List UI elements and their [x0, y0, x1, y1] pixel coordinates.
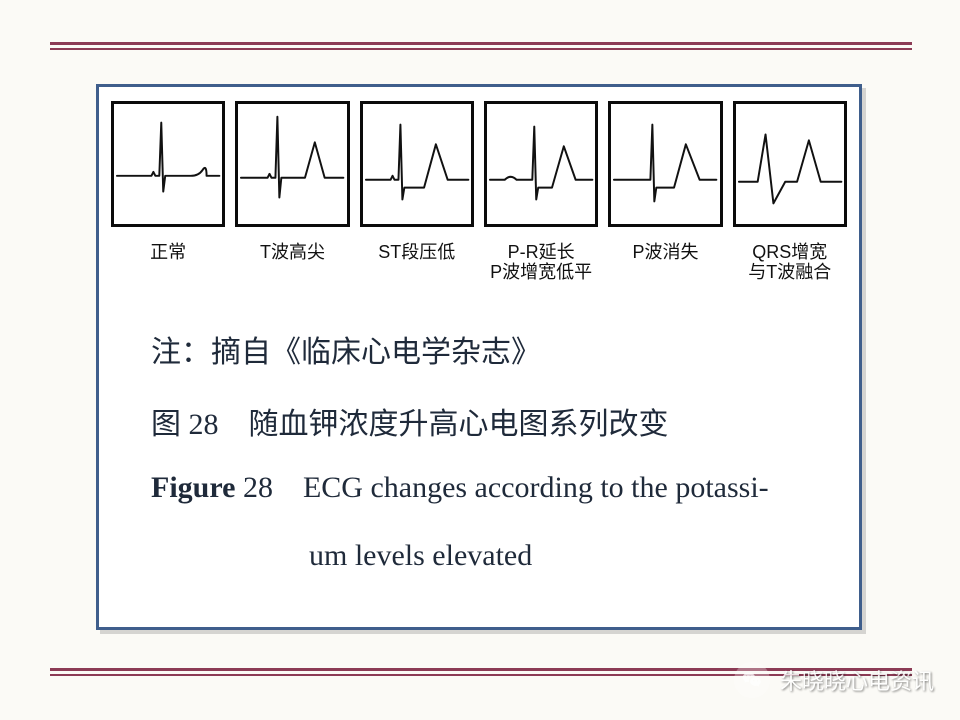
ecg-trace [363, 104, 471, 224]
panel-label: T波高尖 [260, 242, 325, 262]
ecg-trace [611, 104, 719, 224]
figure-source-note: 注：摘自《临床心电学杂志》 [151, 327, 541, 371]
watermark: 朱晓晓心电资讯 [734, 662, 934, 698]
panel-stdep: ST段压低 [360, 101, 474, 227]
panel-normal: 正常 [111, 101, 225, 227]
caption-en-text-1: ECG changes according to the potassi- [303, 471, 769, 504]
wechat-icon [734, 662, 770, 698]
panel-label: P波消失 [632, 242, 698, 262]
ecg-trace [487, 104, 595, 224]
ecg-trace [238, 104, 346, 224]
caption-cn-number: 28 [189, 408, 219, 441]
panel-pr-pwide: P-R延长 P波增宽低平 [484, 101, 598, 227]
decor-rule-top [50, 42, 912, 50]
ecg-trace [736, 104, 844, 224]
panel-label: ST段压低 [378, 242, 455, 262]
caption-cn-prefix: 图 [151, 408, 181, 441]
ecg-trace [114, 104, 222, 224]
panel-pabsent: P波消失 [608, 101, 722, 227]
figure-caption-en-line2: um levels elevated [309, 539, 532, 573]
caption-cn-text: 随血钾浓度升高心电图系列改变 [249, 408, 669, 441]
panel-label: P-R延长 P波增宽低平 [490, 242, 592, 282]
ecg-panels-row: 正常T波高尖ST段压低P-R延长 P波增宽低平P波消失QRS增宽 与T波融合 [111, 101, 847, 227]
caption-en-prefix: Figure [151, 471, 235, 504]
panel-qrswide: QRS增宽 与T波融合 [733, 101, 847, 227]
figure-caption-cn: 图 28 随血钾浓度升高心电图系列改变 [151, 399, 669, 443]
watermark-text: 朱晓晓心电资讯 [780, 664, 934, 696]
panel-ttall: T波高尖 [235, 101, 349, 227]
slide: 正常T波高尖ST段压低P-R延长 P波增宽低平P波消失QRS增宽 与T波融合 注… [0, 0, 960, 720]
panel-label: 正常 [150, 242, 186, 262]
figure-frame: 正常T波高尖ST段压低P-R延长 P波增宽低平P波消失QRS增宽 与T波融合 注… [96, 84, 862, 630]
panel-label: QRS增宽 与T波融合 [748, 242, 831, 282]
figure-caption-en-line1: Figure 28 ECG changes according to the p… [151, 471, 769, 505]
caption-en-number: 28 [243, 471, 273, 504]
